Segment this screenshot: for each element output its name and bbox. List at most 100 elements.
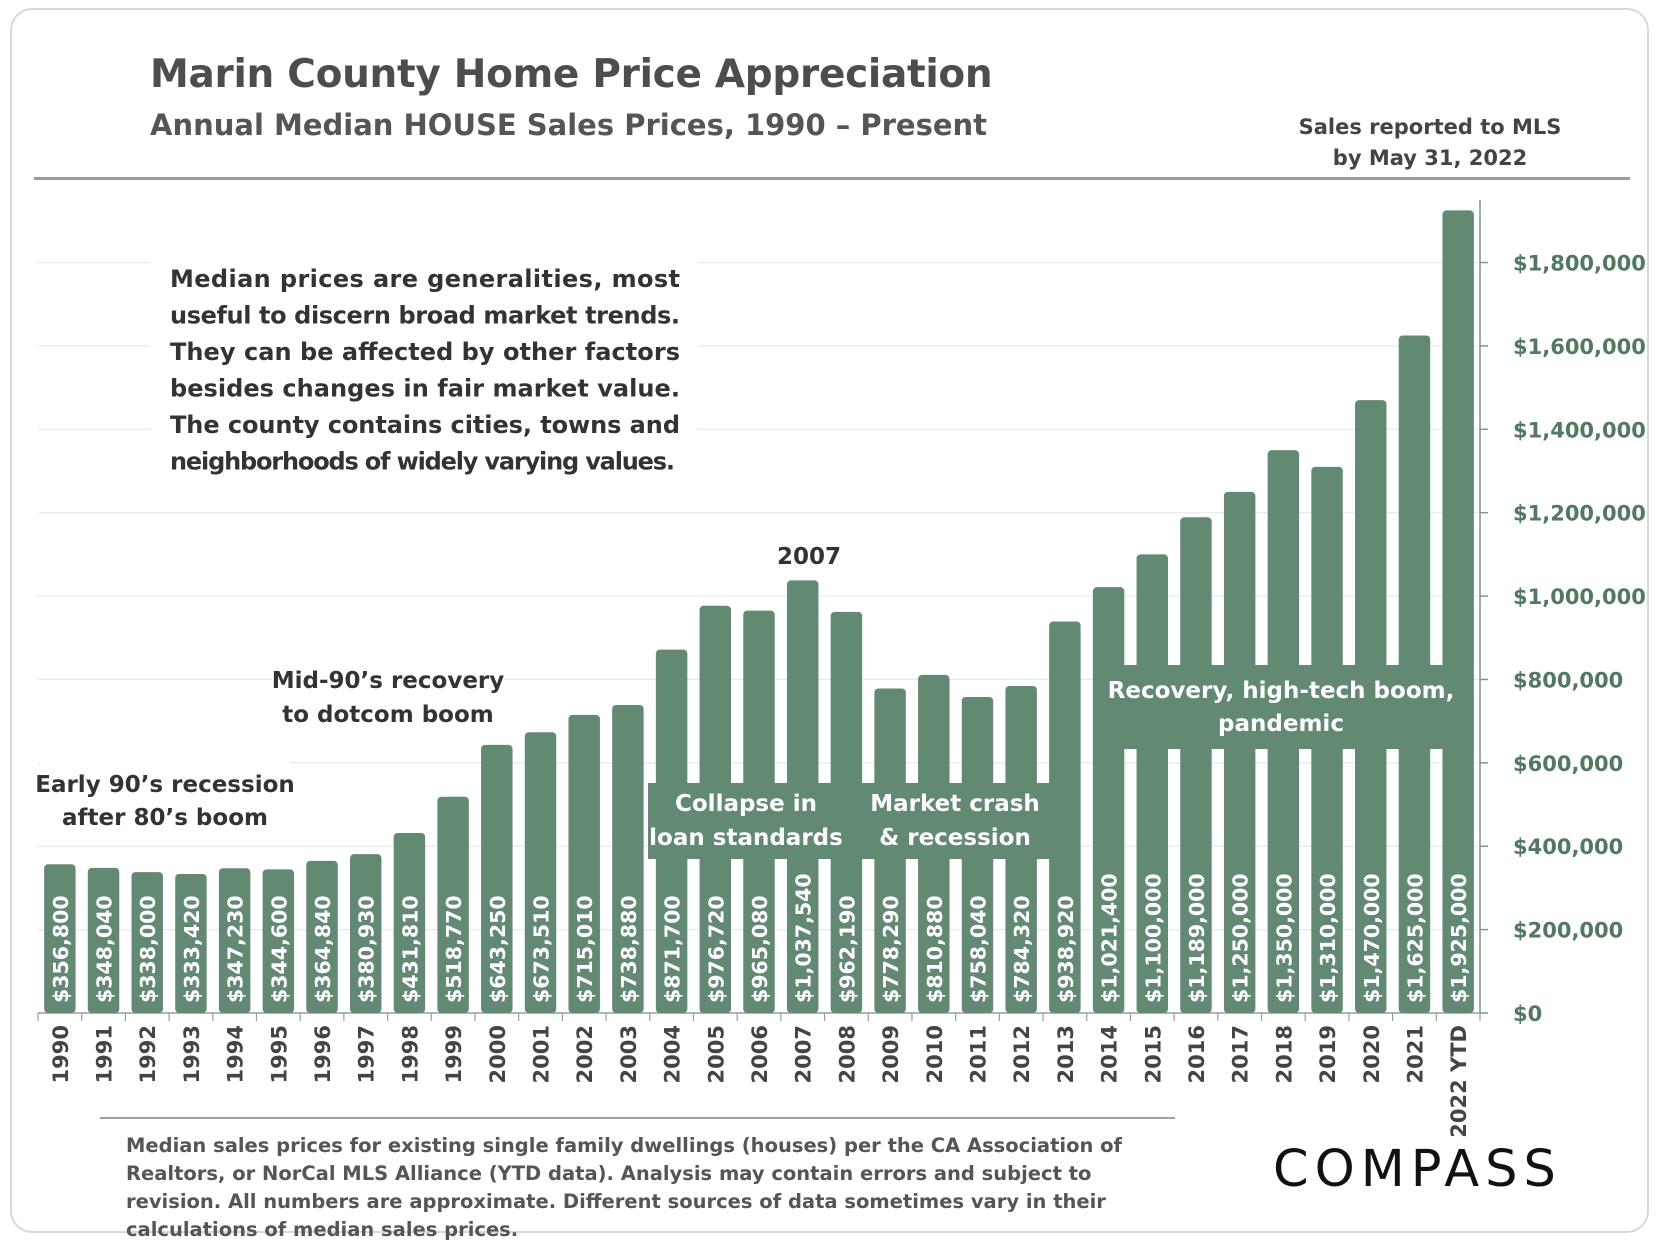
bar (1180, 517, 1212, 1013)
note-line-1: Sales reported to MLS (1298, 115, 1562, 139)
bar-value-label: $976,720 (704, 895, 728, 1003)
bar (524, 732, 557, 1013)
median-note-line: useful to discern broad market trends. (170, 302, 680, 330)
y-tick-label: $800,000 (1513, 668, 1623, 692)
x-tick-label: 2002 (573, 1025, 597, 1083)
x-tick-label: 1991 (93, 1025, 117, 1083)
y-tick-label: $400,000 (1513, 835, 1623, 859)
collapse-annotation: Collapse in (675, 791, 817, 817)
footer-divider (100, 1117, 1175, 1119)
bar-value-label: $431,810 (398, 895, 422, 1003)
bar (349, 854, 382, 1013)
x-tick-label: 2008 (835, 1025, 859, 1083)
y-tick-label: $1,400,000 (1513, 418, 1646, 442)
early90s-annotation-box (40, 762, 290, 836)
bar-value-label: $784,320 (1010, 895, 1034, 1003)
bar (1049, 621, 1081, 1013)
bar (87, 867, 120, 1013)
recovery-annotation: pandemic (1218, 711, 1344, 737)
bar-value-label: $715,010 (573, 895, 597, 1003)
x-tick-label: 1996 (311, 1025, 335, 1083)
bar (568, 714, 600, 1013)
x-tick-label: 2012 (1010, 1025, 1034, 1083)
bar (131, 872, 163, 1013)
bar-value-label: $1,310,000 (1316, 873, 1340, 1003)
x-tick-label: 2007 (792, 1025, 816, 1083)
bar-value-label: $1,470,000 (1360, 873, 1384, 1003)
data-cutoff-note: Sales reported to MLS by May 31, 2022 (1270, 112, 1590, 174)
bar-value-label: $1,250,000 (1229, 873, 1253, 1003)
bar-value-label: $965,080 (748, 895, 772, 1003)
bar-value-label: $380,930 (355, 895, 379, 1003)
bar (393, 832, 426, 1013)
mid90s-annotation: to dotcom boom (282, 702, 494, 728)
x-tick-label: 2014 (1098, 1025, 1122, 1083)
bar-value-label: $1,037,540 (792, 873, 816, 1003)
x-tick-label: 1997 (355, 1025, 379, 1083)
chart-subtitle: Annual Median HOUSE Sales Prices, 1990 –… (150, 108, 988, 142)
median-note-line: Median prices are generalities, most (170, 265, 680, 293)
bar-value-label: $518,770 (442, 895, 466, 1003)
bar-value-label: $1,189,000 (1185, 873, 1209, 1003)
x-tick-label: 1992 (136, 1025, 160, 1083)
bar (1442, 210, 1474, 1013)
mid90s-annotation: Mid-90’s recovery (272, 668, 505, 694)
bar (437, 796, 469, 1013)
bar-value-label: $338,000 (136, 895, 160, 1003)
x-tick-label: 2005 (704, 1025, 728, 1083)
x-tick-label: 2006 (748, 1025, 772, 1083)
y-tick-label: $600,000 (1513, 752, 1623, 776)
bar (1223, 491, 1256, 1013)
x-tick-label: 1990 (49, 1025, 73, 1083)
bar (44, 864, 76, 1013)
bar-value-label: $348,040 (93, 895, 117, 1003)
x-tick-label: 2021 (1403, 1025, 1427, 1083)
x-tick-label: 1998 (398, 1025, 422, 1083)
bar (612, 704, 644, 1013)
x-tick-label: 1995 (267, 1025, 291, 1083)
x-tick-label: 1994 (224, 1025, 248, 1083)
bar-value-label: $364,840 (311, 895, 335, 1003)
x-tick-label: 1993 (180, 1025, 204, 1083)
bar-value-label: $673,510 (530, 895, 554, 1003)
x-tick-label: 2020 (1360, 1025, 1384, 1083)
collapse-crash-annotation-box (648, 783, 1056, 859)
bar-value-label: $1,625,000 (1403, 873, 1427, 1003)
y-tick-label: $0 (1513, 1002, 1542, 1026)
bar-value-label: $356,800 (49, 895, 73, 1003)
x-tick-label: 2013 (1054, 1025, 1078, 1083)
bar-value-label: $738,880 (617, 895, 641, 1003)
x-tick-label: 2009 (879, 1025, 903, 1083)
recovery-annotation-box (1098, 665, 1463, 749)
chart-title: Marin County Home Price Appreciation (150, 52, 993, 97)
x-tick-label: 2016 (1185, 1025, 1209, 1083)
collapse-annotation: loan standards (649, 825, 843, 851)
x-tick-label: 2015 (1141, 1025, 1165, 1083)
peak-2007-annotation: 2007 (777, 544, 841, 570)
bar-value-label: $1,021,400 (1098, 873, 1122, 1003)
x-tick-label: 2010 (923, 1025, 947, 1083)
bar-value-label: $938,920 (1054, 895, 1078, 1003)
mid90s-annotation-box (272, 660, 504, 732)
x-tick-label: 2000 (486, 1025, 510, 1083)
x-tick-label: 1999 (442, 1025, 466, 1083)
bar-value-label: $758,040 (966, 895, 990, 1003)
bar (481, 744, 513, 1013)
y-tick-label: $1,800,000 (1513, 252, 1646, 276)
x-tick-label: 2004 (661, 1025, 685, 1083)
bar (262, 869, 295, 1013)
x-tick-label: 2003 (617, 1025, 641, 1083)
bar-value-label: $962,190 (835, 895, 859, 1003)
bar-value-label: $871,700 (661, 895, 685, 1003)
x-tick-label: 2017 (1229, 1025, 1253, 1083)
median-note-line: neighborhoods of widely varying values. (170, 448, 675, 476)
x-tick-label: 2022 YTD (1447, 1025, 1471, 1138)
bar (306, 860, 338, 1013)
x-tick-label: 2018 (1272, 1025, 1296, 1083)
crash-annotation: & recession (879, 825, 1031, 851)
crash-annotation: Market crash (870, 791, 1040, 817)
bar (175, 873, 207, 1013)
y-tick-label: $1,600,000 (1513, 335, 1646, 359)
x-tick-label: 2019 (1316, 1025, 1340, 1083)
